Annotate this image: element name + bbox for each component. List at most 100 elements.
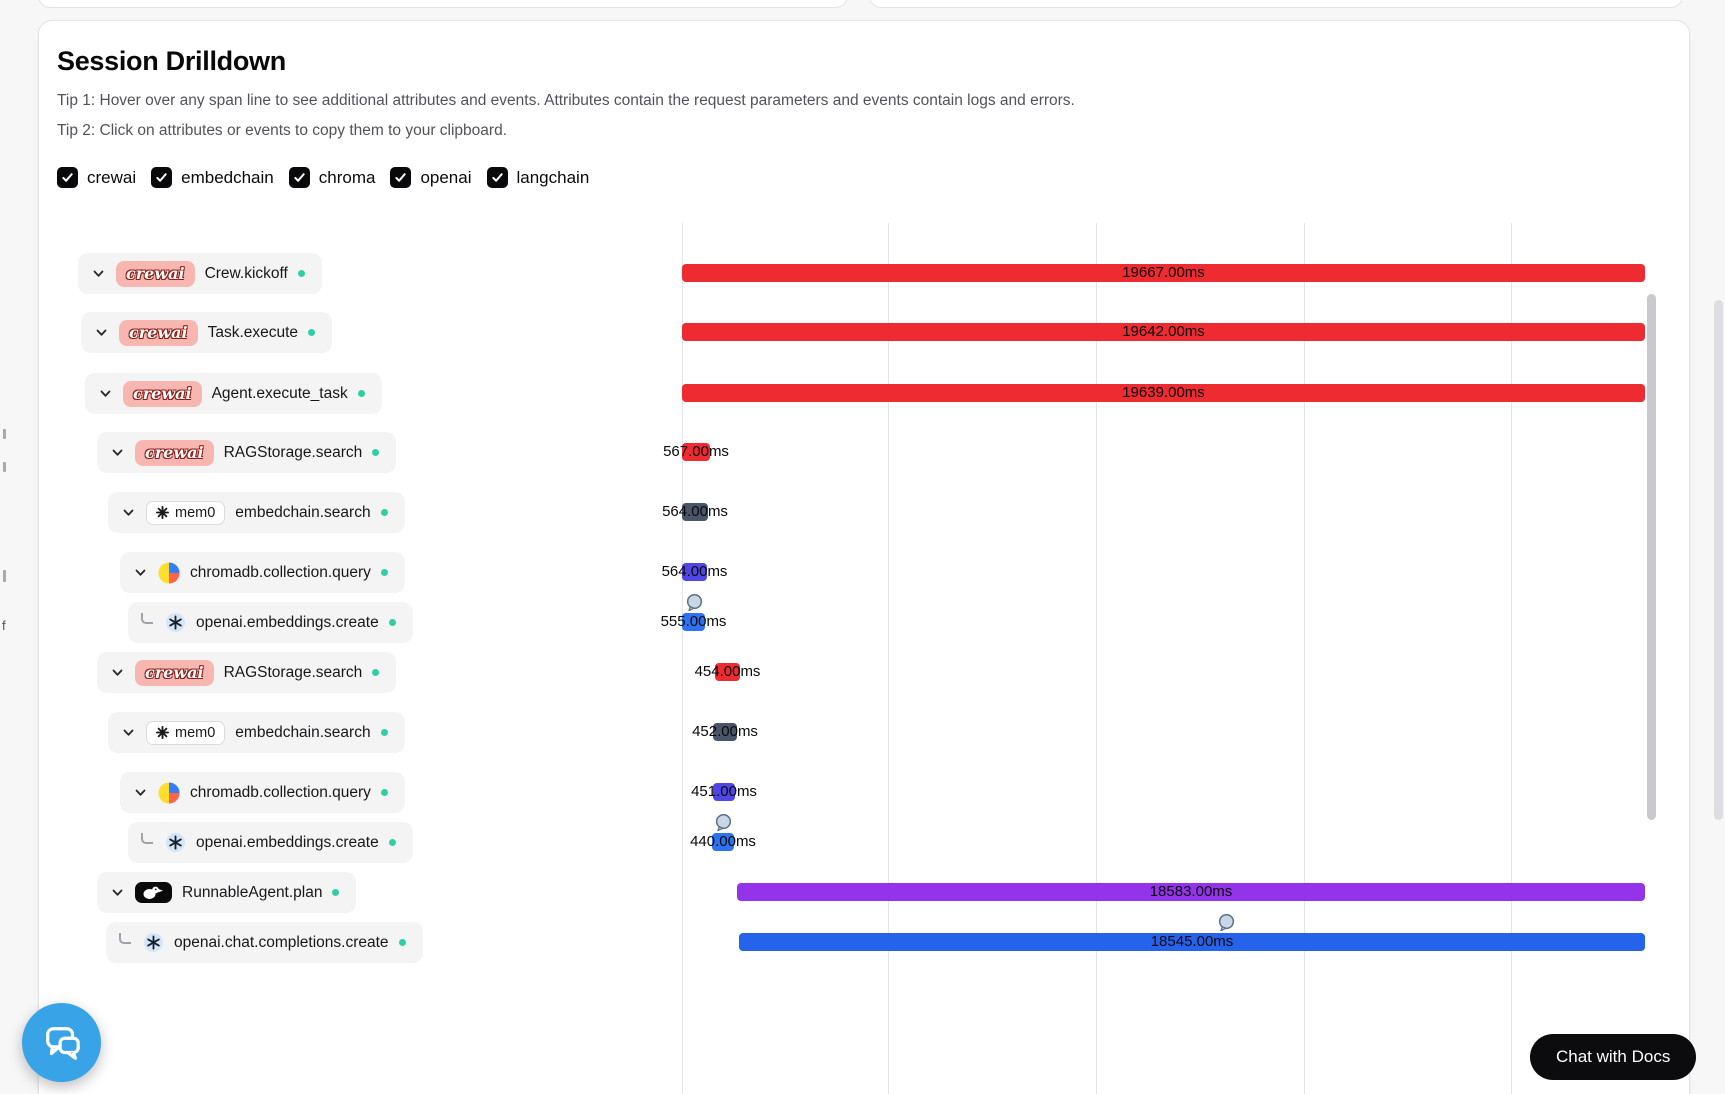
crewai-logo: crewai	[135, 659, 214, 686]
filter-label-embedchain: embedchain	[181, 167, 274, 187]
checkmark-icon	[62, 173, 73, 182]
chevron-down-icon[interactable]	[91, 266, 106, 281]
span-row[interactable]: crewai Task.execute	[81, 312, 333, 353]
span-row[interactable]: RunnableAgent.plan	[97, 872, 357, 913]
status-dot	[372, 449, 380, 456]
crewai-logo: crewai	[135, 439, 214, 466]
status-dot	[297, 270, 305, 277]
timeline-gridline	[888, 223, 889, 1094]
chevron-down-icon[interactable]	[133, 785, 148, 800]
span-duration-bar[interactable]	[713, 723, 737, 741]
span-row[interactable]: openai.chat.completions.create	[106, 922, 423, 963]
event-bubble-icon[interactable]	[714, 813, 733, 832]
span-duration-bar[interactable]	[682, 563, 707, 581]
filter-checkbox-embedchain[interactable]	[151, 167, 173, 188]
waterfall-scrollbar-thumb[interactable]	[1647, 294, 1656, 820]
filter-checkbox-openai[interactable]	[390, 167, 412, 188]
span-duration-bar[interactable]	[682, 613, 705, 631]
span-duration-bar[interactable]: 19667.00ms	[682, 264, 1645, 282]
filter-label-crewai: crewai	[87, 167, 137, 187]
event-bubble-icon[interactable]	[685, 593, 704, 612]
chevron-down-icon[interactable]	[133, 565, 148, 580]
filter-checkbox-crewai[interactable]	[57, 167, 78, 188]
duration-label: 19639.00ms	[1122, 384, 1205, 401]
duration-label: 19642.00ms	[1122, 323, 1205, 340]
filter-item-embedchain: embedchain	[151, 167, 274, 188]
span-row[interactable]: openai.embeddings.create	[128, 602, 413, 643]
span-row[interactable]: crewai RAGStorage.search	[97, 652, 397, 693]
duration-label: 440.00ms	[690, 833, 756, 850]
checkmark-icon	[294, 173, 305, 182]
span-row[interactable]: mem0 embedchain.search	[108, 492, 405, 533]
span-name: RAGStorage.search	[223, 663, 363, 681]
status-dot	[380, 509, 388, 516]
span-row[interactable]: chromadb.collection.query	[120, 552, 405, 593]
mem0-logo: mem0	[146, 500, 226, 525]
page-title: Session Drilldown	[57, 46, 286, 76]
openai-logo-icon	[165, 612, 186, 633]
chevron-down-icon[interactable]	[121, 505, 136, 520]
span-timeline-row: 555.00ms	[0, 593, 1725, 643]
span-duration-bar[interactable]	[713, 783, 735, 801]
span-name: RAGStorage.search	[223, 443, 363, 461]
span-duration-bar[interactable]: 19639.00ms	[682, 384, 1645, 402]
chat-with-docs-button[interactable]: Chat with Docs	[1530, 1034, 1697, 1080]
span-duration-bar[interactable]	[715, 663, 740, 681]
span-timeline-row: 452.00ms	[0, 711, 1725, 753]
status-dot	[398, 939, 406, 946]
elbow-connector-icon	[141, 832, 153, 844]
chat-widget-button[interactable]	[22, 1003, 101, 1082]
chevron-down-icon[interactable]	[110, 445, 125, 460]
span-name: chromadb.collection.query	[190, 563, 371, 581]
span-duration-bar[interactable]	[682, 443, 710, 461]
span-name: RunnableAgent.plan	[182, 883, 323, 901]
mem0-logo-text: mem0	[175, 504, 216, 521]
duration-label: 567.00ms	[663, 443, 729, 460]
duration-label: 18583.00ms	[1149, 883, 1233, 900]
span-row[interactable]: mem0 embedchain.search	[108, 712, 405, 753]
chevron-down-icon[interactable]	[121, 725, 136, 740]
span-duration-bar[interactable]: 18545.00ms	[739, 933, 1645, 951]
span-duration-bar[interactable]: 19642.00ms	[682, 323, 1645, 341]
span-name: Crew.kickoff	[204, 264, 288, 282]
span-duration-bar[interactable]	[682, 503, 708, 521]
span-name: embedchain.search	[235, 503, 371, 521]
span-row[interactable]: crewai Crew.kickoff	[78, 253, 322, 294]
filter-item-openai: openai	[390, 167, 472, 188]
crewai-logo: crewai	[119, 319, 198, 346]
filter-checkbox-langchain[interactable]	[486, 167, 508, 188]
span-name: openai.chat.completions.create	[174, 933, 389, 951]
page-scrollbar-thumb[interactable]	[1714, 300, 1723, 820]
span-name: Task.execute	[207, 323, 299, 341]
chroma-logo-icon	[158, 561, 180, 584]
timeline-gridline	[1304, 223, 1305, 1094]
timeline-gridline	[1511, 223, 1512, 1094]
status-dot	[308, 329, 316, 336]
chevron-down-icon[interactable]	[110, 665, 125, 680]
status-dot	[388, 619, 396, 626]
mem0-gear-icon	[156, 726, 169, 739]
chevron-down-icon[interactable]	[98, 386, 113, 401]
span-row[interactable]: crewai RAGStorage.search	[97, 432, 397, 473]
timeline-gridline	[1096, 223, 1097, 1094]
event-bubble-icon[interactable]	[1217, 913, 1236, 932]
span-duration-bar[interactable]	[712, 833, 734, 851]
langchain-logo	[135, 882, 172, 903]
span-duration-bar[interactable]: 18583.00ms	[737, 883, 1645, 901]
status-dot	[372, 669, 380, 676]
span-row[interactable]: chromadb.collection.query	[120, 772, 405, 813]
span-timeline-row: 19642.00ms	[0, 311, 1725, 353]
elbow-connector-icon	[141, 612, 153, 624]
filter-item-chroma: chroma	[288, 167, 375, 188]
span-row[interactable]: openai.embeddings.create	[128, 822, 413, 863]
chevron-down-icon[interactable]	[110, 885, 125, 900]
span-name: Agent.execute_task	[211, 384, 348, 402]
filter-checkbox-chroma[interactable]	[288, 167, 310, 188]
status-dot	[388, 839, 396, 846]
span-timeline-row: 451.00ms	[0, 771, 1725, 813]
span-row[interactable]: crewai Agent.execute_task	[85, 373, 382, 414]
chevron-down-icon[interactable]	[94, 325, 109, 340]
filter-label-langchain: langchain	[516, 167, 590, 187]
